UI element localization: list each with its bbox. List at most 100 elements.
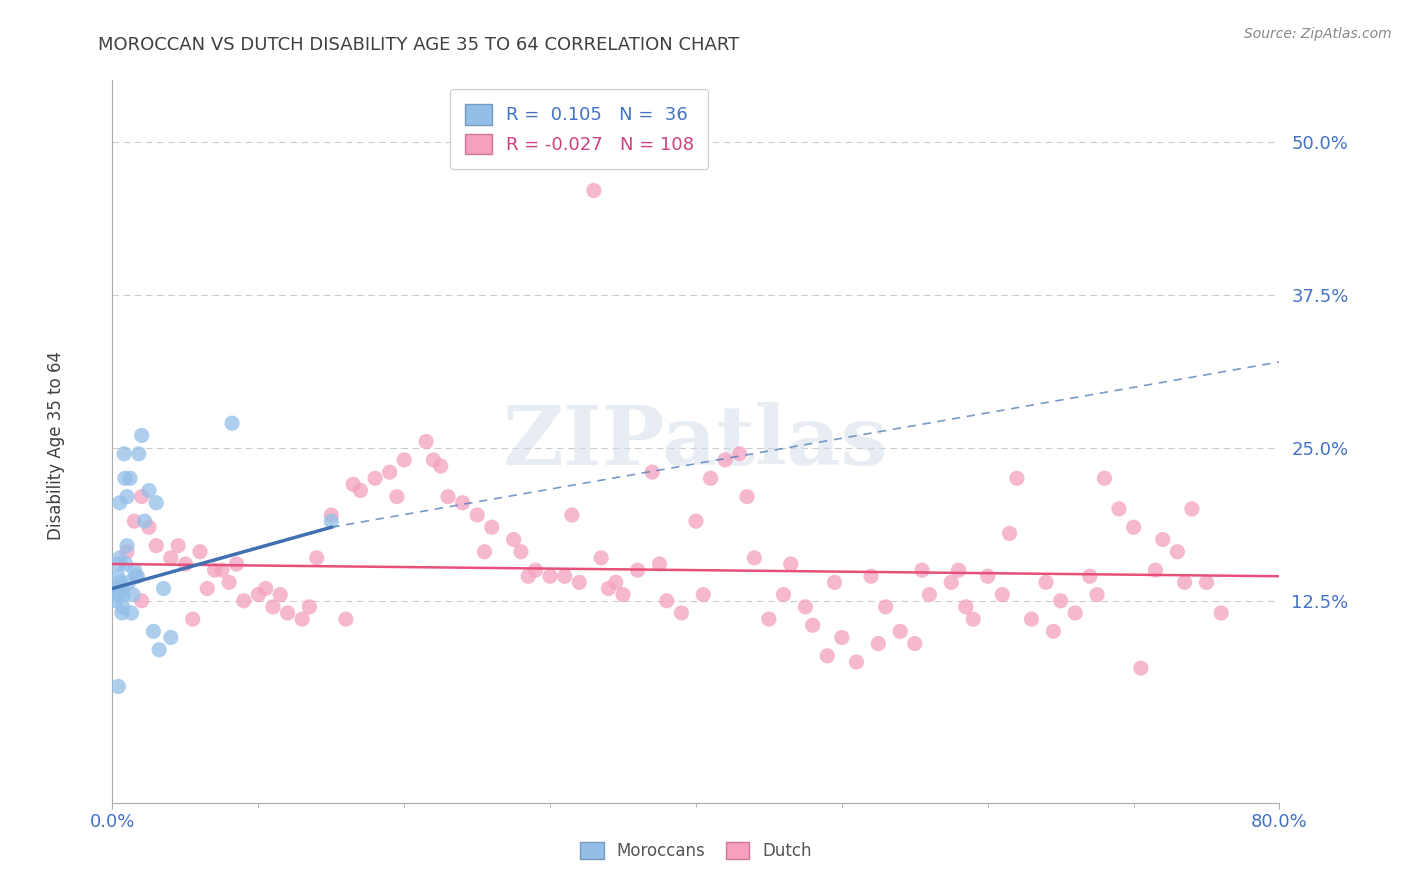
Point xyxy=(247,588,270,602)
Point xyxy=(955,599,977,614)
Point xyxy=(875,599,897,614)
Point xyxy=(591,550,613,565)
Point xyxy=(114,471,136,485)
Point xyxy=(378,465,401,479)
Point xyxy=(429,458,451,473)
Point xyxy=(225,557,247,571)
Point xyxy=(554,569,576,583)
Point xyxy=(152,582,174,596)
Point xyxy=(699,471,721,485)
Point xyxy=(561,508,583,522)
Point xyxy=(685,514,707,528)
Point xyxy=(962,612,984,626)
Point xyxy=(941,575,963,590)
Point xyxy=(298,599,321,614)
Point xyxy=(728,447,751,461)
Point xyxy=(824,575,846,590)
Point xyxy=(114,557,136,571)
Point xyxy=(127,569,149,583)
Point xyxy=(142,624,165,639)
Point xyxy=(232,593,254,607)
Point xyxy=(1049,593,1071,607)
Point xyxy=(131,490,153,504)
Point xyxy=(1035,575,1057,590)
Point xyxy=(1064,606,1087,620)
Point xyxy=(335,612,357,626)
Point xyxy=(188,545,211,559)
Point xyxy=(815,648,838,663)
Point xyxy=(794,599,817,614)
Point xyxy=(1005,471,1028,485)
Point xyxy=(117,575,139,590)
Point xyxy=(655,593,678,607)
Point xyxy=(277,606,299,620)
Point xyxy=(112,588,135,602)
Point xyxy=(160,631,183,645)
Text: Source: ZipAtlas.com: Source: ZipAtlas.com xyxy=(1244,27,1392,41)
Point xyxy=(801,618,824,632)
Point xyxy=(131,428,153,442)
Point xyxy=(181,612,204,626)
Point xyxy=(415,434,437,449)
Point xyxy=(948,563,970,577)
Point xyxy=(167,539,190,553)
Point xyxy=(1085,588,1108,602)
Point xyxy=(131,593,153,607)
Point xyxy=(349,483,371,498)
Point xyxy=(904,637,927,651)
Point xyxy=(125,569,148,583)
Point xyxy=(744,550,766,565)
Point xyxy=(110,582,132,596)
Point xyxy=(538,569,561,583)
Point xyxy=(517,569,540,583)
Text: ZIPatlas: ZIPatlas xyxy=(503,401,889,482)
Point xyxy=(218,575,240,590)
Point xyxy=(1021,612,1043,626)
Point xyxy=(779,557,801,571)
Point xyxy=(145,496,167,510)
Point xyxy=(195,582,218,596)
Legend: Moroccans, Dutch: Moroccans, Dutch xyxy=(574,835,818,867)
Point xyxy=(321,508,343,522)
Point xyxy=(1166,545,1188,559)
Point xyxy=(889,624,911,639)
Point xyxy=(918,588,941,602)
Point xyxy=(262,599,284,614)
Point xyxy=(385,490,408,504)
Point xyxy=(845,655,868,669)
Point xyxy=(1042,624,1064,639)
Point xyxy=(772,588,794,602)
Point xyxy=(111,606,134,620)
Point xyxy=(342,477,364,491)
Point xyxy=(1174,575,1197,590)
Point xyxy=(1144,563,1167,577)
Point xyxy=(648,557,671,571)
Point xyxy=(641,465,664,479)
Point xyxy=(138,483,160,498)
Point xyxy=(998,526,1021,541)
Point xyxy=(509,545,531,559)
Point xyxy=(138,520,160,534)
Point xyxy=(291,612,314,626)
Point xyxy=(134,514,156,528)
Point xyxy=(1108,502,1130,516)
Point xyxy=(991,588,1014,602)
Point xyxy=(568,575,591,590)
Point xyxy=(605,575,627,590)
Point xyxy=(692,588,714,602)
Point xyxy=(118,471,141,485)
Point xyxy=(128,447,150,461)
Point xyxy=(148,642,170,657)
Point xyxy=(254,582,277,596)
Point xyxy=(422,453,444,467)
Point xyxy=(269,588,291,602)
Point xyxy=(612,588,634,602)
Point xyxy=(524,563,547,577)
Point xyxy=(305,550,328,565)
Point xyxy=(160,550,183,565)
Point xyxy=(860,569,883,583)
Point xyxy=(627,563,650,577)
Point xyxy=(108,496,131,510)
Text: MOROCCAN VS DUTCH DISABILITY AGE 35 TO 64 CORRELATION CHART: MOROCCAN VS DUTCH DISABILITY AGE 35 TO 6… xyxy=(98,36,740,54)
Point xyxy=(1094,471,1116,485)
